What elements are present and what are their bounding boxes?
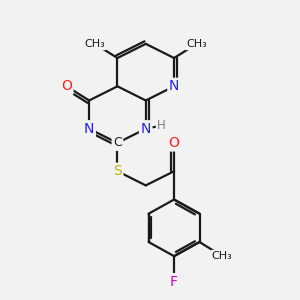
Text: CH₃: CH₃	[84, 39, 105, 49]
Text: O: O	[169, 136, 179, 150]
Text: C: C	[113, 136, 122, 149]
Text: S: S	[113, 164, 122, 178]
Text: N: N	[141, 122, 151, 136]
Text: N: N	[84, 122, 94, 136]
Text: F: F	[170, 274, 178, 289]
Text: O: O	[61, 79, 72, 93]
Text: CH₃: CH₃	[186, 39, 207, 49]
Text: CH₃: CH₃	[212, 251, 232, 261]
Text: H: H	[157, 119, 166, 132]
Text: N: N	[169, 79, 179, 93]
